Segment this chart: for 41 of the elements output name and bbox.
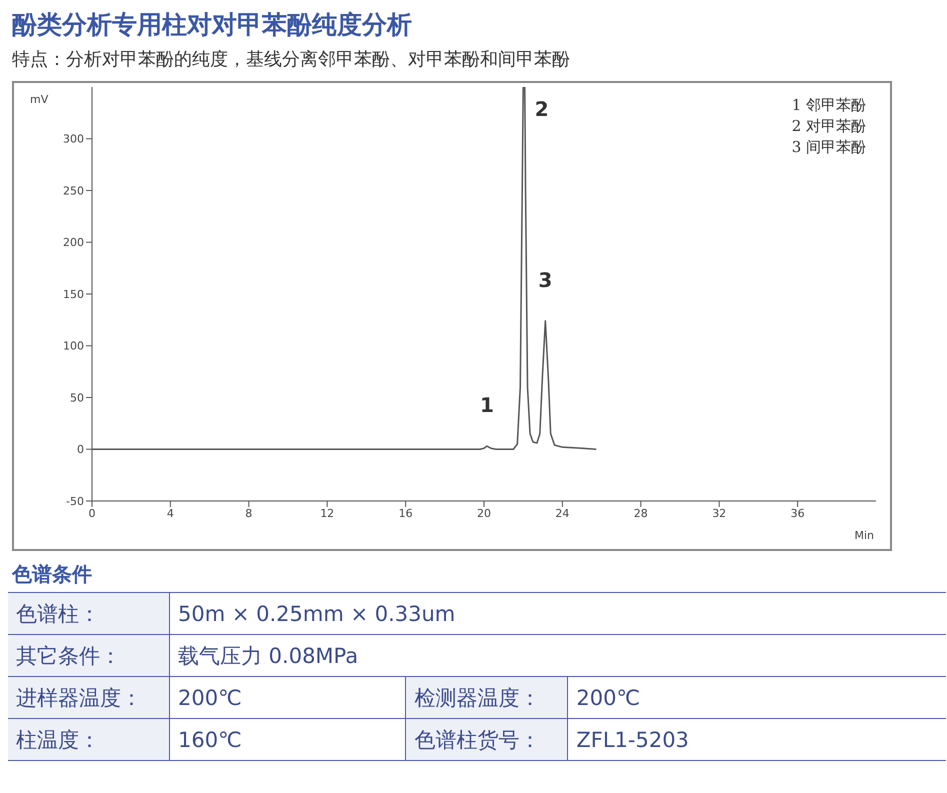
text: 200℃ (568, 676, 946, 718)
y-tick-label: 100 (63, 340, 84, 353)
x-tick-label: 12 (320, 506, 334, 520)
y-tick-label: 250 (63, 184, 84, 198)
x-tick-label: 20 (477, 506, 491, 520)
x-axis-title: Min (854, 529, 874, 542)
y-axis-title: mV (30, 92, 49, 106)
x-tick-label: 8 (245, 506, 252, 520)
x-tick-label: 36 (790, 506, 805, 520)
text: 色谱柱货号： (406, 718, 568, 760)
text: ZFL1-5203 (568, 718, 946, 760)
text: 其它条件： (8, 634, 170, 676)
annotation: 1 邻甲苯酚 (792, 95, 866, 116)
annotation: 3 (538, 268, 552, 292)
x-tick-label: 28 (634, 506, 648, 520)
text: 色谱条件 (12, 561, 93, 588)
x-tick-label: 32 (712, 506, 726, 520)
x-tick-label: 16 (398, 506, 413, 520)
x-tick-label: 0 (88, 506, 96, 520)
y-tick-label: 300 (63, 132, 84, 146)
text: 50m × 0.25mm × 0.33um (170, 592, 946, 634)
annotation: 3 间甲苯酚 (792, 137, 866, 158)
text: 160℃ (170, 718, 406, 760)
text: 色谱柱： (8, 592, 170, 634)
y-tick-label: 150 (63, 288, 84, 301)
y-tick-label: -50 (66, 494, 84, 508)
annotation: 2 对甲苯酚 (792, 116, 866, 137)
text: 柱温度： (8, 718, 170, 760)
chart-title: 酚类分析专用柱对对甲苯酚纯度分析 (12, 9, 413, 41)
y-tick-label: 200 (63, 236, 84, 250)
y-tick-label: 50 (70, 391, 84, 404)
text: 检测器温度： (406, 676, 568, 718)
text: 载气压力 0.08MPa (170, 634, 946, 676)
text: 200℃ (170, 676, 406, 718)
annotation: 2 (534, 97, 549, 122)
annotation: 1 (480, 393, 494, 418)
chart-subtitle: 特点：分析对甲苯酚的纯度，基线分离邻甲苯酚、对甲苯酚和间甲苯酚 (12, 48, 571, 71)
x-tick-label: 24 (555, 506, 570, 520)
y-tick-label: 0 (77, 443, 84, 456)
text: 进样器温度： (8, 676, 170, 718)
x-tick-label: 4 (166, 506, 174, 520)
